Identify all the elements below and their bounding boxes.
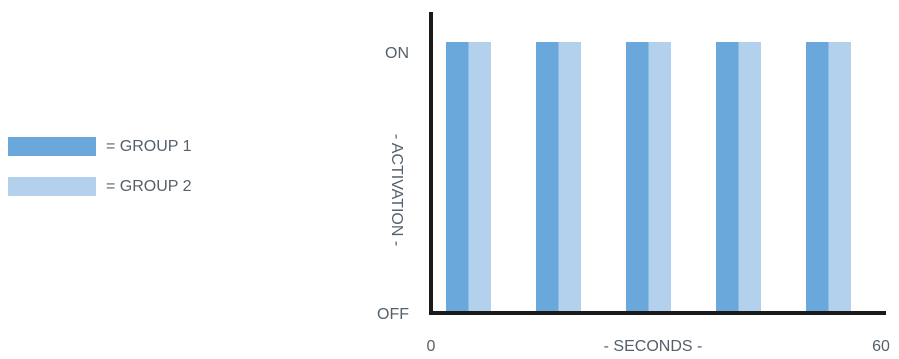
bar-group2-5 [828,42,851,311]
bar-group2-2 [558,42,581,311]
bar-group2-4 [738,42,761,311]
bar-group1-4 [716,42,739,311]
legend-label-group2: = GROUP 2 [106,178,192,195]
legend-label-group1: = GROUP 1 [106,138,192,155]
x-axis-label: - SECONDS - [604,338,703,355]
bar-group1-3 [626,42,649,311]
y-tick-label-on: ON [385,45,409,62]
bar-group1-1 [446,42,469,311]
y-axis-label: - ACTIVATION - [388,134,405,246]
y-tick-label-off: OFF [377,306,409,323]
bar-group1-5 [806,42,829,311]
bar-group2-1 [468,42,491,311]
legend-swatch-group1 [8,137,96,156]
legend: = GROUP 1 = GROUP 2 [8,137,192,196]
bars [446,42,851,311]
axes [429,12,886,315]
bar-group1-2 [536,42,559,311]
bar-group2-3 [648,42,671,311]
x-tick-label-start: 0 [427,338,436,355]
x-tick-label-end: 60 [872,338,890,355]
legend-swatch-group2 [8,177,96,196]
